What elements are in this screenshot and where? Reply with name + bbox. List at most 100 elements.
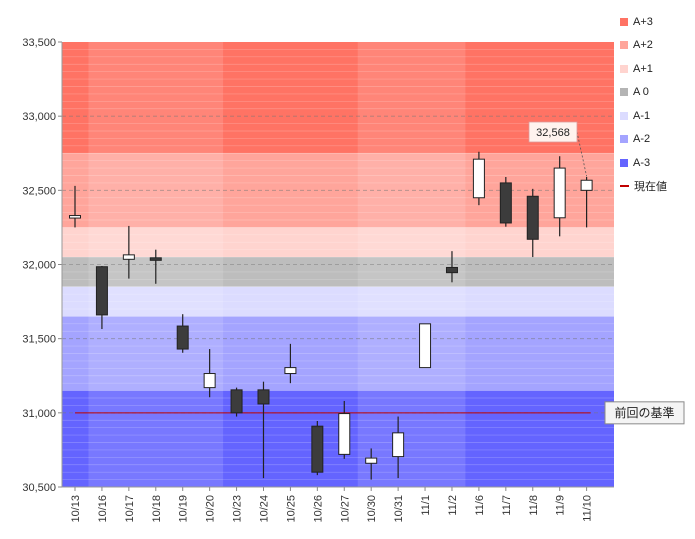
legend-swatch — [620, 135, 628, 144]
y-tick-label: 31,000 — [22, 408, 56, 420]
legend-item-a-minus-1: A-1 — [620, 104, 667, 128]
legend-swatch — [620, 41, 628, 50]
reference-line-layer: 前回の基準 — [75, 401, 685, 425]
legend-item-a-plus-2: A+2 — [620, 34, 667, 58]
candle-body — [149, 257, 162, 261]
x-tick-label: 11/8 — [528, 495, 540, 516]
legend-label: A+3 — [633, 15, 653, 28]
y-tick-label: 32,000 — [22, 260, 56, 272]
candle — [69, 185, 81, 228]
legend-label: A 0 — [633, 86, 649, 99]
candle — [257, 381, 270, 479]
candle-body — [580, 179, 593, 191]
x-tick-label: 11/9 — [555, 495, 567, 516]
band-aplus1 — [62, 227, 614, 258]
candle — [392, 416, 405, 479]
x-tick-label: 10/13 — [70, 495, 82, 523]
gridline-layer — [62, 49, 614, 480]
candle-body — [95, 266, 108, 316]
x-tick-label: 10/24 — [258, 495, 270, 523]
y-tick-label: 33,000 — [22, 111, 56, 123]
legend-label: A-2 — [633, 133, 651, 146]
candle-body — [284, 367, 297, 375]
candle — [526, 188, 539, 258]
candle — [95, 265, 108, 330]
x-tick-label: 10/18 — [151, 495, 163, 523]
x-tick-label: 11/7 — [501, 495, 513, 516]
candle-body — [311, 425, 324, 473]
x-tick-label: 10/26 — [312, 495, 324, 523]
candle — [203, 349, 216, 398]
band-a0 — [62, 257, 614, 287]
candle-body — [553, 167, 566, 219]
x-tick-label: 10/30 — [366, 495, 378, 523]
x-tick-label: 11/1 — [420, 495, 432, 516]
candle — [553, 156, 566, 237]
legend-swatch — [620, 111, 628, 120]
legend-swatch — [620, 158, 628, 167]
legend: A+3 A+2 A+1 A 0 A-1 A-2 A-3 現在値 — [620, 10, 667, 198]
y-tick-label: 32,500 — [22, 185, 56, 197]
candle — [176, 314, 189, 353]
candle-body — [230, 389, 243, 414]
legend-item-current-value: 現在値 — [620, 175, 667, 199]
candle — [580, 176, 593, 228]
candle-body — [419, 323, 432, 369]
x-tick-label: 10/27 — [339, 495, 351, 523]
candle — [311, 420, 324, 476]
legend-item-a-0: A 0 — [620, 81, 667, 105]
current-value-callout — [528, 121, 578, 143]
band-aminus3 — [62, 390, 614, 487]
y-tick-label: 33,500 — [22, 37, 56, 49]
candle-body — [365, 457, 378, 464]
x-tick-label: 10/20 — [205, 495, 217, 523]
candle-body — [526, 195, 539, 240]
legend-line-swatch — [620, 185, 629, 188]
annotation-layer: 32,568 — [528, 121, 588, 177]
candle-body — [499, 182, 512, 224]
candle — [499, 176, 512, 227]
candle-body — [69, 215, 81, 219]
current-value-label: 32,568 — [536, 127, 570, 139]
legend-label: A-3 — [633, 156, 651, 169]
x-tick-label: 10/25 — [285, 495, 297, 523]
candle — [419, 323, 432, 369]
x-tick-label: 11/6 — [474, 495, 486, 516]
legend-item-a-plus-3: A+3 — [620, 10, 667, 34]
y-tick-label: 31,500 — [22, 334, 56, 346]
candle-layer — [69, 151, 593, 480]
candle-body — [257, 389, 270, 405]
candle — [230, 387, 243, 417]
x-tick-label: 10/16 — [97, 495, 109, 523]
candle — [365, 448, 378, 480]
candle — [284, 343, 297, 384]
candle — [445, 251, 458, 283]
legend-item-a-minus-3: A-3 — [620, 151, 667, 175]
legend-swatch — [620, 64, 628, 73]
candle — [122, 225, 135, 279]
callout-leader — [576, 131, 588, 177]
legend-label: A+1 — [633, 62, 653, 75]
legend-item-a-plus-1: A+1 — [620, 57, 667, 81]
candle-body — [338, 413, 351, 455]
legend-swatch — [620, 88, 628, 97]
x-tick-label: 11/10 — [582, 495, 594, 522]
x-tick-label: 10/23 — [232, 495, 244, 523]
reference-line-label: 前回の基準 — [614, 405, 674, 420]
candle — [338, 400, 351, 459]
candle-body — [445, 266, 458, 274]
x-axis: 10/13 10/16 10/17 10/18 10/19 10/20 10/23 10/24… — [62, 486, 614, 523]
legend-label: A-1 — [633, 109, 651, 122]
candle-body — [392, 432, 405, 458]
x-tick-label: 10/31 — [393, 495, 405, 523]
candle — [149, 249, 162, 284]
x-tick-label: 10/17 — [124, 495, 136, 523]
band-layer — [62, 42, 614, 487]
candle-body — [176, 325, 189, 350]
x-tick-label: 10/19 — [178, 495, 190, 523]
reference-line-label-box — [604, 401, 685, 425]
band-aplus3 — [62, 42, 614, 154]
legend-item-a-minus-2: A-2 — [620, 128, 667, 152]
candle-body — [122, 254, 135, 260]
